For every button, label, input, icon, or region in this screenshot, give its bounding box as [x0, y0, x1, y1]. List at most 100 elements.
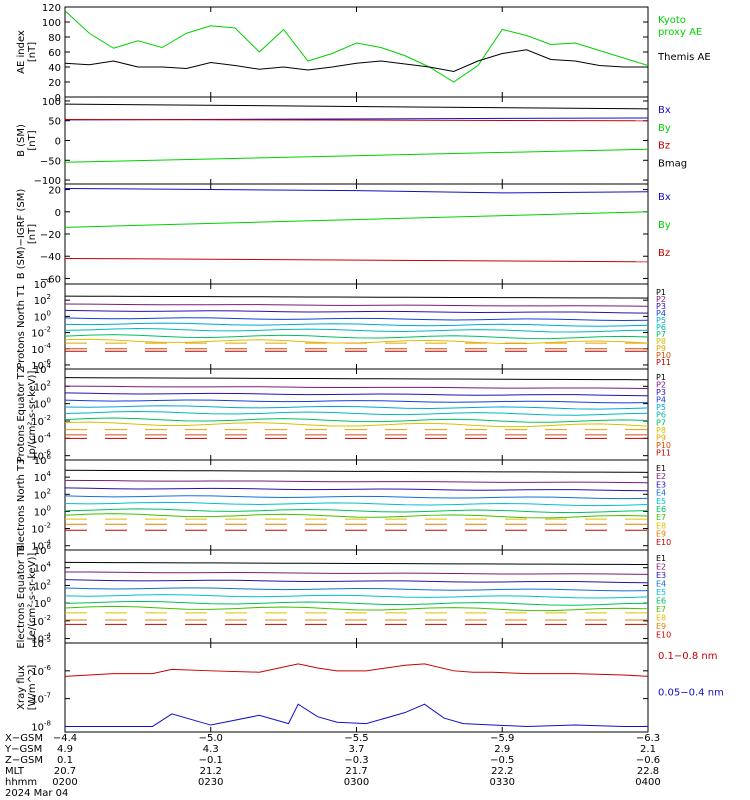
- legend-label: 0.05−0.4 nm: [658, 688, 724, 699]
- y-tick-label: 102: [34, 578, 51, 592]
- legend-label: Bmag: [658, 158, 687, 169]
- legend-label: P9: [656, 433, 666, 442]
- legend-label: E6: [656, 505, 666, 514]
- y-tick-label: 20: [48, 78, 61, 89]
- panel-3: B (SM)−IGRF (SM) [nT] −60 −40 −20 0 20 Bx By Bz: [16, 183, 671, 285]
- y-tick-label: 104: [34, 362, 52, 376]
- orbit-value: 2.1: [640, 744, 656, 755]
- channel-line: [64, 385, 649, 390]
- y-axis-label: [e/(cm²-s-sr-keV)]: [27, 553, 38, 641]
- legend-label: E9: [656, 530, 666, 539]
- orbit-row-label: hhmm: [5, 777, 37, 788]
- channel-line: [64, 513, 649, 519]
- panel-7: Electrons Equator T4 [e/(cm²-s-sr-keV)]10…: [16, 543, 671, 649]
- legend-label: P8: [656, 426, 666, 435]
- y-tick-label: 102: [34, 379, 51, 393]
- orbit-value: 0230: [198, 777, 223, 788]
- legend-label: P6: [656, 411, 666, 420]
- y-tick-label: −60: [40, 274, 61, 285]
- y-tick-label: 120: [42, 3, 61, 14]
- y-axis-label: Protons Equator T2: [16, 367, 27, 463]
- legend-label: Bx: [658, 192, 671, 203]
- orbit-value: 3.7: [349, 744, 365, 755]
- channel-line: [64, 334, 649, 340]
- y-tick-label: 100: [34, 309, 51, 323]
- channel-line: [64, 328, 649, 333]
- y-tick-label: 104: [34, 277, 52, 291]
- y-axis-label: Electrons Equator T4: [16, 544, 27, 648]
- y-tick-label: 0: [55, 208, 61, 219]
- panel-2: B (SM) [nT] −100 −50 0 50 100 Bx By Bz Bmag: [16, 96, 687, 187]
- legend-label: P11: [656, 448, 671, 457]
- orbit-value: 0300: [344, 777, 369, 788]
- channel-line: [64, 605, 649, 612]
- panel-6: Electrons North T3 10610410210010-210-4E1…: [16, 453, 671, 553]
- y-tick-label: 10-6: [31, 664, 51, 678]
- legend-label: E1: [656, 554, 666, 563]
- legend-label: P3: [656, 388, 666, 397]
- legend-label: E3: [656, 571, 666, 580]
- legend-label: E5: [656, 588, 666, 597]
- legend-label: E8: [656, 521, 666, 530]
- y-tick-label: 10-2: [31, 326, 51, 340]
- y-tick-label: 0: [55, 137, 61, 148]
- legend-label: Kyoto: [658, 15, 686, 26]
- legend-label: P1: [656, 373, 666, 382]
- legend-label: P7: [656, 418, 666, 427]
- series-line-0-1-0-8-nm: [64, 663, 649, 677]
- orbit-value: −4.4: [53, 733, 77, 744]
- orbit-value: −5.9: [490, 733, 514, 744]
- series-line-bx: [64, 187, 649, 194]
- y-tick-label: 100: [34, 596, 51, 610]
- panel-frame: [64, 96, 649, 185]
- legend-label: P10: [656, 441, 671, 450]
- y-axis-label: [p/(cm²-s-sr-keV)]: [27, 371, 38, 459]
- channel-line: [64, 561, 649, 566]
- legend-label: P8: [656, 337, 666, 346]
- orbit-value: −0.3: [344, 755, 368, 766]
- series-line-by: [64, 211, 649, 228]
- orbit-value: −5.0: [199, 733, 223, 744]
- legend-label: P7: [656, 330, 666, 339]
- legend-label: E7: [656, 605, 666, 614]
- legend-label: E10: [656, 538, 671, 547]
- y-tick-label: 40: [48, 63, 61, 74]
- orbit-value: 0400: [635, 777, 660, 788]
- legend-label: E6: [656, 597, 666, 606]
- y-tick-label: 50: [48, 117, 61, 128]
- channel-line: [64, 487, 649, 492]
- y-tick-label: 100: [42, 97, 61, 108]
- orbit-value: 0330: [490, 777, 515, 788]
- legend-label: E4: [656, 580, 666, 589]
- channel-line: [64, 399, 649, 404]
- legend-label: P2: [656, 295, 666, 304]
- legend-label: Bz: [658, 141, 670, 152]
- y-tick-label: 106: [34, 453, 52, 467]
- y-tick-label: 60: [48, 48, 61, 59]
- channel-line: [64, 501, 649, 507]
- y-axis-label: [nT]: [27, 42, 38, 62]
- legend-label: P1: [656, 288, 666, 297]
- channel-line: [64, 309, 649, 314]
- y-axis-label: [W/m^2]: [27, 665, 38, 711]
- y-axis-label: B (SM): [16, 124, 27, 157]
- y-axis-label: Electrons North T3: [16, 458, 27, 551]
- channel-line: [64, 317, 649, 322]
- orbit-value: 0200: [52, 777, 77, 788]
- orbit-row-label: X−GSM: [5, 733, 43, 744]
- y-tick-label: 0: [55, 93, 61, 104]
- channel-line: [64, 508, 649, 514]
- series-line-bz: [64, 119, 649, 122]
- legend-label: 0.1−0.8 nm: [658, 651, 717, 662]
- y-tick-label: 10-2: [31, 614, 51, 628]
- y-axis-label: [nT]: [27, 224, 38, 244]
- panel-4: Protons North T1 10410210010-210-410-6P1P…: [16, 277, 671, 372]
- legend-label: P3: [656, 302, 666, 311]
- legend-label: Bz: [658, 248, 670, 259]
- orbit-row-label: Z−GSM: [5, 755, 43, 766]
- panel-frame: [64, 6, 649, 98]
- orbit-value: −6.3: [636, 733, 660, 744]
- series-line-by: [64, 148, 649, 163]
